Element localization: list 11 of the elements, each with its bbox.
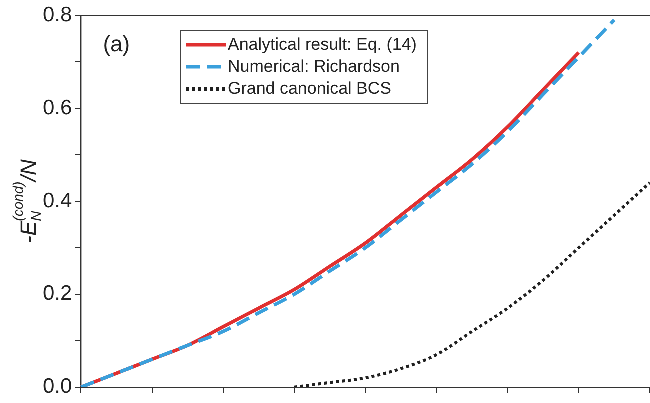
legend-label: Analytical result: Eq. (14): [228, 34, 417, 56]
legend-label: Grand canonical BCS: [228, 78, 392, 100]
y-axis-title: -EN(cond)/N: [10, 160, 44, 244]
line-series: [292, 181, 650, 388]
y-tick-label: 0.6: [42, 96, 72, 120]
annotation: (a): [103, 32, 130, 57]
y-tick-label: 0.8: [42, 3, 72, 26]
y-tick-label: 0.4: [42, 189, 73, 212]
legend-label: Numerical: Richardson: [228, 56, 400, 78]
y-tick-label: 0.0: [42, 375, 72, 398]
y-tick-label: 0.2: [42, 282, 72, 306]
